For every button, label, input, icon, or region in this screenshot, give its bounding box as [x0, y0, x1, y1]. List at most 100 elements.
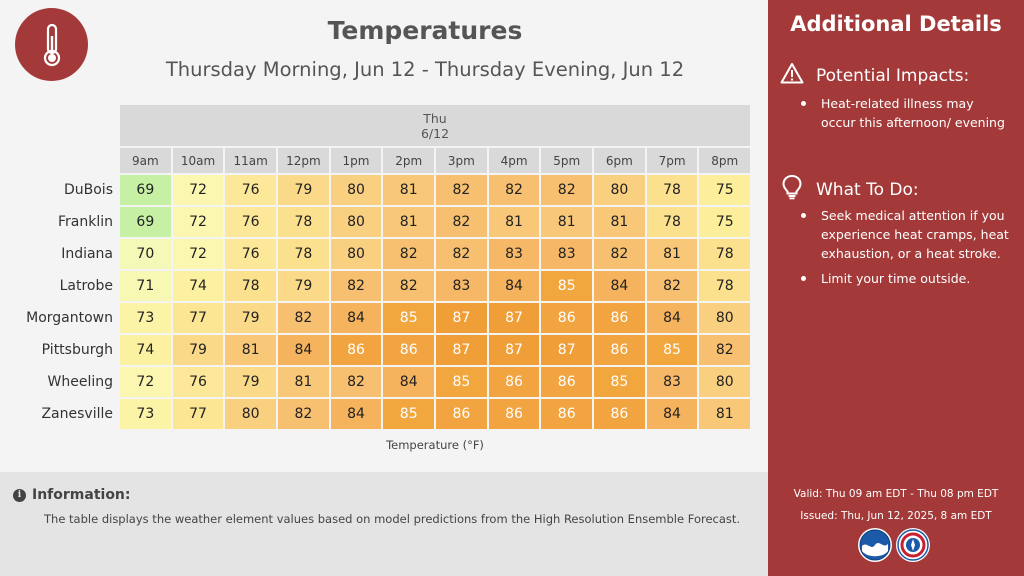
temperature-cell: 86 [541, 303, 593, 333]
hour-header-cell: 7pm [646, 148, 698, 173]
temperature-cell: 78 [699, 271, 751, 301]
todo-list: Seek medical attention if you experience… [801, 206, 1011, 294]
temperature-cell: 79 [172, 335, 224, 365]
location-label: Indiana [61, 246, 113, 262]
impact-item: Heat-related illness may occur this afte… [801, 94, 1011, 132]
table-row: Franklin 69 72 76 78 80 81 82 81 81 81 78 75 [58, 207, 751, 237]
temperature-cell: 81 [278, 367, 329, 397]
table-row: Latrobe 71 74 78 79 82 82 83 84 85 84 82 78 [60, 271, 751, 301]
impacts-list: Heat-related illness may occur this afte… [801, 94, 1011, 138]
temperature-cell: 83 [488, 239, 540, 269]
temperature-cell: 78 [278, 239, 329, 269]
temperature-cell: 80 [699, 367, 751, 397]
temperature-cell: 86 [541, 399, 593, 429]
temperature-cell: 81 [699, 399, 751, 429]
temperature-cell: 86 [594, 335, 645, 365]
temperature-cell: 87 [436, 335, 487, 365]
temperature-cell: 84 [646, 399, 698, 429]
hour-header-cell: 5pm [541, 148, 593, 173]
temperature-cell: 72 [172, 175, 224, 205]
temperature-cell: 72 [120, 367, 171, 397]
temperature-cell: 86 [594, 303, 645, 333]
temperature-cell: 86 [330, 335, 382, 365]
hour-header-cell: 12pm [278, 148, 329, 173]
temperature-cell: 79 [225, 367, 277, 397]
temperature-cell: 72 [172, 239, 224, 269]
table-row: Pittsburgh 74 79 81 84 86 86 87 87 87 86 85 82 [42, 335, 751, 365]
temperature-cell: 85 [594, 367, 645, 397]
temperature-cell: 71 [120, 271, 171, 301]
temperature-cell: 76 [225, 207, 277, 237]
lightbulb-icon [780, 174, 804, 205]
todo-heading-row: What To Do: [780, 174, 919, 205]
temperature-cell: 85 [541, 271, 593, 301]
hour-header-cell: 2pm [383, 148, 435, 173]
temperature-cell: 86 [594, 399, 645, 429]
temperature-cell: 78 [646, 207, 698, 237]
temperature-cell: 82 [436, 239, 487, 269]
temperature-cell: 82 [436, 207, 487, 237]
temperature-cell: 82 [330, 367, 382, 397]
temperature-cell: 85 [383, 303, 435, 333]
table-row: DuBois 69 72 76 79 80 81 82 82 82 80 78 75 [64, 175, 751, 205]
temperature-cell: 84 [330, 303, 382, 333]
temperature-cell: 86 [488, 367, 540, 397]
temperature-cell: 80 [330, 207, 382, 237]
impacts-heading: Potential Impacts: [816, 65, 970, 86]
temperature-cell: 69 [120, 207, 171, 237]
location-label: Wheeling [47, 374, 113, 390]
temperature-cell: 82 [488, 175, 540, 205]
temperature-cell: 87 [436, 303, 487, 333]
temperature-cell: 82 [646, 271, 698, 301]
information-heading-row: i Information: [13, 487, 131, 503]
temperature-cell: 73 [120, 303, 171, 333]
impacts-heading-row: Potential Impacts: [780, 62, 969, 89]
information-heading: Information: [32, 487, 131, 503]
temperature-cell: 74 [120, 335, 171, 365]
temperature-cell: 87 [488, 303, 540, 333]
temperature-cell: 82 [383, 271, 435, 301]
temperature-cell: 83 [436, 271, 487, 301]
temperature-cell: 73 [120, 399, 171, 429]
temperature-cell: 77 [172, 303, 224, 333]
temperature-cell: 84 [278, 335, 329, 365]
temperature-cell: 82 [330, 271, 382, 301]
temperature-cell: 85 [436, 367, 487, 397]
temperature-cell: 79 [278, 271, 329, 301]
temperature-cell: 69 [120, 175, 171, 205]
temperature-cell: 84 [488, 271, 540, 301]
temperature-cell: 76 [225, 239, 277, 269]
temperature-cell: 78 [646, 175, 698, 205]
hour-header-cell: 10am [172, 148, 224, 173]
location-label: Morgantown [26, 310, 113, 326]
page-subtitle: Thursday Morning, Jun 12 - Thursday Even… [165, 58, 685, 81]
temperature-cell: 82 [383, 239, 435, 269]
temperature-cell: 82 [436, 175, 487, 205]
temperature-cell: 84 [330, 399, 382, 429]
page-title: Temperatures [327, 16, 523, 45]
info-icon: i [13, 488, 26, 502]
temperature-cell: 80 [699, 303, 751, 333]
temperature-cell: 79 [225, 303, 277, 333]
hour-header-cell: 11am [225, 148, 277, 173]
information-text: The table displays the weather element v… [44, 512, 741, 526]
temperature-cell: 75 [699, 207, 751, 237]
thermometer-icon [15, 8, 88, 81]
temperature-cell: 81 [646, 239, 698, 269]
temperature-cell: 87 [541, 335, 593, 365]
table-row: Wheeling 72 76 79 81 82 84 85 86 86 85 83 80 [48, 367, 751, 397]
temperature-cell: 80 [594, 175, 645, 205]
temperature-table: Thu 6/12 9am 10am 11am 12pm 1pm 2pm 3pm 4pm 5pm 6… [26, 105, 751, 429]
temperature-cell: 80 [330, 239, 382, 269]
temperature-cell: 81 [383, 175, 435, 205]
temperature-cell: 84 [383, 367, 435, 397]
temperature-cell: 81 [488, 207, 540, 237]
location-label: DuBois [63, 182, 113, 198]
hour-header-cell: 8pm [699, 148, 751, 173]
table-row: Indiana 70 72 76 78 80 82 82 83 83 82 81 78 [61, 239, 751, 269]
temperature-cell: 81 [383, 207, 435, 237]
day-header: Thu 6/12 [120, 105, 750, 146]
date-label: 6/12 [420, 126, 450, 141]
temperature-cell: 82 [699, 335, 751, 365]
temperature-cell: 78 [225, 271, 277, 301]
